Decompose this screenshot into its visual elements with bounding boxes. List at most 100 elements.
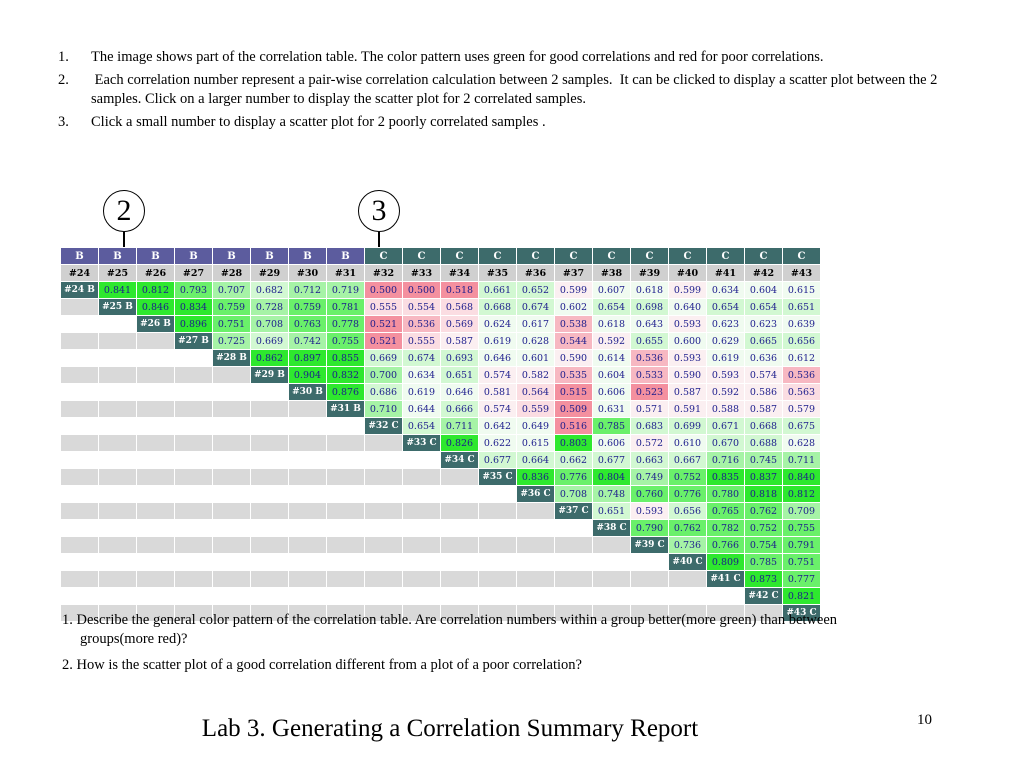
correlation-cell[interactable]: 0.516 (554, 417, 593, 435)
correlation-cell[interactable]: 0.624 (478, 315, 517, 333)
correlation-cell[interactable]: 0.836 (516, 468, 555, 486)
correlation-cell[interactable]: 0.602 (554, 298, 593, 316)
correlation-cell[interactable]: 0.755 (326, 332, 365, 350)
correlation-cell[interactable]: 0.804 (592, 468, 631, 486)
correlation-cell[interactable]: 0.719 (326, 281, 365, 299)
correlation-cell[interactable]: 0.590 (554, 349, 593, 367)
correlation-cell[interactable]: 0.628 (516, 332, 555, 350)
correlation-cell[interactable]: 0.639 (782, 315, 821, 333)
correlation-cell[interactable]: 0.832 (326, 366, 365, 384)
correlation-cell[interactable]: 0.593 (668, 315, 707, 333)
correlation-cell[interactable]: 0.669 (364, 349, 403, 367)
correlation-cell[interactable]: 0.521 (364, 315, 403, 333)
correlation-cell[interactable]: 0.709 (782, 502, 821, 520)
correlation-cell[interactable]: 0.619 (706, 349, 745, 367)
correlation-cell[interactable]: 0.606 (592, 434, 631, 452)
correlation-cell[interactable]: 0.601 (516, 349, 555, 367)
correlation-cell[interactable]: 0.674 (402, 349, 441, 367)
correlation-cell[interactable]: 0.711 (782, 451, 821, 469)
correlation-cell[interactable]: 0.677 (478, 451, 517, 469)
correlation-cell[interactable]: 0.812 (782, 485, 821, 503)
correlation-cell[interactable]: 0.555 (364, 298, 403, 316)
correlation-cell[interactable]: 0.763 (288, 315, 327, 333)
correlation-cell[interactable]: 0.728 (250, 298, 289, 316)
correlation-cell[interactable]: 0.619 (402, 383, 441, 401)
correlation-cell[interactable]: 0.500 (402, 281, 441, 299)
correlation-cell[interactable]: 0.634 (706, 281, 745, 299)
correlation-cell[interactable]: 0.876 (326, 383, 365, 401)
correlation-cell[interactable]: 0.571 (630, 400, 669, 418)
correlation-cell[interactable]: 0.661 (478, 281, 517, 299)
correlation-cell[interactable]: 0.736 (668, 536, 707, 554)
correlation-cell[interactable]: 0.615 (516, 434, 555, 452)
correlation-cell[interactable]: 0.698 (630, 298, 669, 316)
correlation-cell[interactable]: 0.656 (782, 332, 821, 350)
correlation-cell[interactable]: 0.762 (668, 519, 707, 537)
correlation-cell[interactable]: 0.515 (554, 383, 593, 401)
correlation-cell[interactable]: 0.778 (326, 315, 365, 333)
correlation-cell[interactable]: 0.663 (630, 451, 669, 469)
correlation-cell[interactable]: 0.840 (782, 468, 821, 486)
correlation-cell[interactable]: 0.677 (592, 451, 631, 469)
correlation-cell[interactable]: 0.654 (744, 298, 783, 316)
correlation-cell[interactable]: 0.776 (554, 468, 593, 486)
correlation-cell[interactable]: 0.642 (478, 417, 517, 435)
correlation-cell[interactable]: 0.693 (440, 349, 479, 367)
correlation-cell[interactable]: 0.606 (592, 383, 631, 401)
correlation-cell[interactable]: 0.593 (668, 349, 707, 367)
correlation-cell[interactable]: 0.509 (554, 400, 593, 418)
correlation-cell[interactable]: 0.651 (440, 366, 479, 384)
correlation-cell[interactable]: 0.752 (744, 519, 783, 537)
correlation-cell[interactable]: 0.604 (592, 366, 631, 384)
correlation-cell[interactable]: 0.651 (782, 298, 821, 316)
correlation-cell[interactable]: 0.588 (706, 400, 745, 418)
correlation-cell[interactable]: 0.644 (402, 400, 441, 418)
correlation-cell[interactable]: 0.777 (782, 570, 821, 588)
correlation-cell[interactable]: 0.587 (668, 383, 707, 401)
correlation-cell[interactable]: 0.762 (744, 502, 783, 520)
correlation-cell[interactable]: 0.593 (706, 366, 745, 384)
correlation-cell[interactable]: 0.654 (706, 298, 745, 316)
correlation-cell[interactable]: 0.776 (668, 485, 707, 503)
correlation-cell[interactable]: 0.668 (478, 298, 517, 316)
correlation-cell[interactable]: 0.710 (364, 400, 403, 418)
correlation-cell[interactable]: 0.759 (212, 298, 251, 316)
correlation-cell[interactable]: 0.749 (630, 468, 669, 486)
correlation-cell[interactable]: 0.623 (744, 315, 783, 333)
correlation-cell[interactable]: 0.599 (668, 281, 707, 299)
correlation-cell[interactable]: 0.700 (364, 366, 403, 384)
correlation-cell[interactable]: 0.646 (440, 383, 479, 401)
correlation-cell[interactable]: 0.629 (706, 332, 745, 350)
correlation-cell[interactable]: 0.587 (440, 332, 479, 350)
correlation-cell[interactable]: 0.835 (706, 468, 745, 486)
correlation-cell[interactable]: 0.668 (744, 417, 783, 435)
correlation-cell[interactable]: 0.614 (592, 349, 631, 367)
correlation-cell[interactable]: 0.535 (554, 366, 593, 384)
correlation-cell[interactable]: 0.790 (630, 519, 669, 537)
correlation-cell[interactable]: 0.643 (630, 315, 669, 333)
correlation-cell[interactable]: 0.873 (744, 570, 783, 588)
correlation-cell[interactable]: 0.615 (782, 281, 821, 299)
correlation-cell[interactable]: 0.765 (706, 502, 745, 520)
correlation-cell[interactable]: 0.782 (706, 519, 745, 537)
correlation-cell[interactable]: 0.655 (630, 332, 669, 350)
correlation-cell[interactable]: 0.841 (98, 281, 137, 299)
correlation-cell[interactable]: 0.607 (592, 281, 631, 299)
correlation-cell[interactable]: 0.536 (782, 366, 821, 384)
correlation-cell[interactable]: 0.662 (554, 451, 593, 469)
correlation-cell[interactable]: 0.574 (478, 400, 517, 418)
correlation-cell[interactable]: 0.766 (706, 536, 745, 554)
correlation-cell[interactable]: 0.604 (744, 281, 783, 299)
correlation-cell[interactable]: 0.599 (554, 281, 593, 299)
correlation-cell[interactable]: 0.574 (744, 366, 783, 384)
correlation-cell[interactable]: 0.536 (630, 349, 669, 367)
correlation-cell[interactable]: 0.793 (174, 281, 213, 299)
correlation-cell[interactable]: 0.862 (250, 349, 289, 367)
correlation-cell[interactable]: 0.500 (364, 281, 403, 299)
correlation-cell[interactable]: 0.748 (592, 485, 631, 503)
correlation-cell[interactable]: 0.674 (516, 298, 555, 316)
correlation-cell[interactable]: 0.755 (782, 519, 821, 537)
correlation-cell[interactable]: 0.559 (516, 400, 555, 418)
correlation-cell[interactable]: 0.582 (516, 366, 555, 384)
correlation-cell[interactable]: 0.618 (630, 281, 669, 299)
